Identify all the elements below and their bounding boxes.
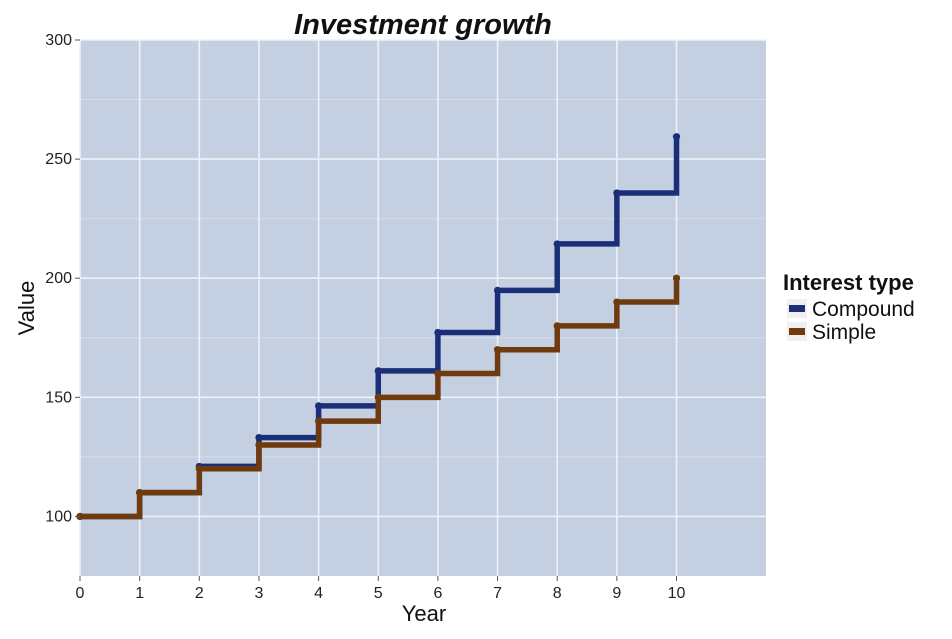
y-axis-label: Value [14, 281, 39, 336]
data-point-simple [613, 298, 621, 306]
data-point-compound [374, 367, 382, 375]
x-tick-label: 8 [553, 585, 562, 602]
y-tick-label: 250 [45, 151, 72, 168]
data-point-compound [315, 402, 323, 410]
y-axis-ticks: 100 150 200 250 300 [45, 32, 80, 525]
data-point-compound [553, 240, 561, 248]
x-axis-ticks: 0 1 2 3 4 5 6 7 8 9 10 [76, 576, 686, 602]
x-tick-label: 6 [433, 585, 442, 602]
data-point-simple [374, 393, 382, 401]
data-point-compound [613, 189, 621, 197]
data-point-compound [255, 433, 263, 442]
legend-key-simple [789, 328, 805, 335]
chart-title: Investment growth [294, 9, 552, 41]
data-point-simple [553, 322, 561, 330]
legend-key-compound [789, 305, 805, 312]
x-tick-label: 10 [668, 585, 686, 602]
data-point-simple [315, 417, 323, 425]
data-point-simple [493, 346, 502, 354]
legend-label-compound: Compound [812, 298, 915, 321]
x-tick-label: 4 [314, 585, 323, 602]
data-point-simple [136, 489, 144, 497]
x-tick-label: 0 [76, 585, 85, 602]
x-tick-label: 3 [255, 585, 264, 602]
y-tick-label: 100 [45, 508, 72, 525]
legend: Interest type Compound Simple [783, 270, 915, 344]
data-point-simple [195, 465, 203, 473]
x-tick-label: 9 [612, 585, 621, 602]
legend-title: Interest type [783, 270, 914, 295]
data-point-compound [672, 133, 681, 141]
y-tick-label: 300 [45, 32, 72, 49]
y-tick-label: 200 [45, 270, 72, 287]
data-point-simple [255, 441, 263, 449]
data-point-compound [434, 328, 442, 337]
data-point-simple [434, 369, 442, 378]
x-tick-label: 2 [195, 585, 204, 602]
series-layer [76, 133, 681, 521]
plot-panel [80, 40, 766, 576]
y-tick-label: 150 [45, 389, 72, 406]
x-tick-label: 7 [493, 585, 502, 602]
legend-label-simple: Simple [812, 321, 876, 344]
data-point-simple [672, 274, 681, 282]
data-point-compound [493, 286, 502, 294]
x-axis-label: Year [402, 601, 446, 626]
minor-gridlines [80, 99, 766, 458]
x-tick-label: 5 [374, 585, 383, 602]
x-tick-label: 1 [135, 585, 144, 602]
